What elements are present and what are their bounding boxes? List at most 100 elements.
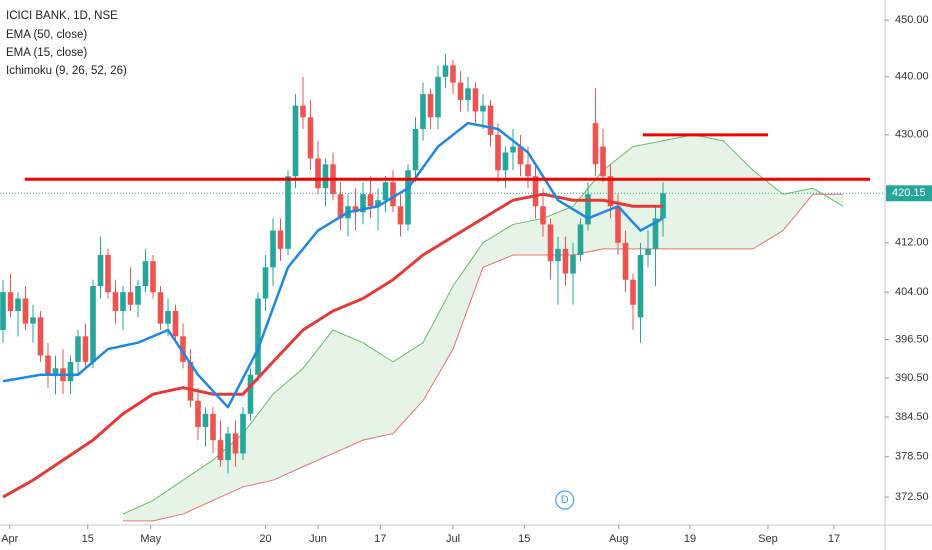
x-tick-label: 15	[82, 533, 94, 545]
span-b	[123, 193, 843, 522]
candle-body	[495, 134, 501, 171]
candle-body	[630, 279, 636, 305]
candle-body	[172, 311, 179, 337]
candle-body	[412, 128, 419, 171]
candle-body	[532, 176, 539, 207]
legend-entry: Ichimoku (9, 26, 52, 26)	[6, 65, 127, 77]
candle-body	[120, 292, 126, 312]
candle-body	[277, 230, 284, 249]
candle-body	[300, 105, 306, 118]
candle-body	[247, 374, 254, 414]
x-tick-label: 19	[684, 533, 696, 545]
legend-entry: EMA (50, close)	[6, 29, 87, 41]
candle-body	[652, 218, 659, 249]
candle-body	[105, 255, 111, 293]
candle-body	[337, 194, 344, 219]
y-tick-label: 378.50	[895, 451, 929, 463]
candle-body	[607, 176, 614, 207]
candle-body	[225, 433, 231, 461]
candle-body	[262, 267, 269, 299]
candle-body	[427, 94, 434, 118]
candle-body	[30, 317, 36, 324]
y-tick-label: 440.00	[895, 71, 929, 83]
y-tick-label: 384.50	[895, 411, 929, 423]
candle-body	[592, 123, 599, 165]
candle-body	[75, 336, 81, 362]
candle-body	[322, 164, 329, 189]
candle-body	[15, 298, 21, 312]
candle-body	[510, 146, 516, 153]
candle-body	[585, 194, 591, 225]
candle-body	[570, 255, 576, 274]
y-tick-label: 450.00	[895, 14, 929, 26]
candle-body	[360, 194, 366, 213]
candle-body	[127, 292, 134, 305]
candle-body	[645, 248, 651, 256]
candle-body	[255, 298, 261, 375]
y-tick-label: 390.50	[895, 372, 929, 384]
candle-body	[315, 158, 321, 189]
candle-body	[90, 285, 96, 362]
candle-body	[502, 152, 509, 171]
x-tick-label: Aug	[609, 533, 629, 545]
last-price-label: 420.15	[892, 187, 926, 199]
candle-body	[367, 194, 374, 207]
candle-body	[622, 242, 629, 280]
candle-body	[82, 336, 89, 362]
candle-body	[555, 248, 561, 262]
last-price-badge	[886, 185, 932, 202]
candle-body	[0, 292, 6, 330]
candle-body	[382, 182, 389, 201]
candle-body	[285, 176, 291, 249]
candle-body	[202, 413, 209, 427]
candle-body	[112, 292, 119, 312]
candle-body	[157, 292, 164, 324]
candle-body	[637, 255, 644, 318]
x-tick-label: Apr	[1, 533, 18, 545]
event-marker	[555, 490, 575, 510]
x-tick-label: Jul	[446, 533, 460, 545]
candle-body	[217, 440, 224, 461]
candle-body	[540, 206, 546, 225]
candle-body	[487, 105, 494, 135]
candle-body	[450, 65, 456, 83]
plot-area	[0, 53, 870, 522]
candle-body	[525, 164, 531, 177]
legend-entry: EMA (15, close)	[6, 47, 87, 59]
y-tick-label: 372.50	[895, 491, 929, 503]
candle-body	[600, 146, 606, 177]
x-tick-label: 17	[828, 533, 840, 545]
candle-body	[97, 255, 104, 286]
y-tick-label: 412.00	[895, 237, 929, 249]
candle-body	[232, 433, 239, 454]
candle-body	[240, 413, 246, 454]
x-tick-label: Sep	[758, 533, 778, 545]
candle-body	[352, 206, 359, 213]
candle-body	[307, 117, 314, 159]
legend-title: ICICI BANK, 1D, NSE	[6, 10, 118, 22]
candle-body	[615, 206, 621, 243]
candle-body	[292, 105, 299, 177]
candle-body	[457, 82, 464, 100]
candle-body	[517, 146, 524, 165]
candle-body	[165, 311, 171, 324]
y-tick-label: 396.50	[895, 333, 929, 345]
candle-body	[270, 230, 276, 268]
candle-body	[435, 76, 441, 118]
candle-body	[480, 105, 486, 112]
candle-body	[67, 361, 74, 382]
candle-body	[210, 413, 216, 441]
y-tick-label: 404.00	[895, 286, 929, 298]
candle-body	[37, 317, 44, 356]
x-tick-label: 15	[518, 533, 530, 545]
candle-body	[465, 88, 471, 100]
candle-body	[397, 206, 404, 225]
candle-body	[547, 224, 554, 262]
candle-body	[180, 336, 186, 362]
candle-body	[142, 261, 149, 286]
candle-body	[472, 88, 479, 112]
candle-body	[150, 261, 156, 293]
x-tick-label: May	[140, 533, 161, 545]
ema-line	[2, 192, 663, 499]
